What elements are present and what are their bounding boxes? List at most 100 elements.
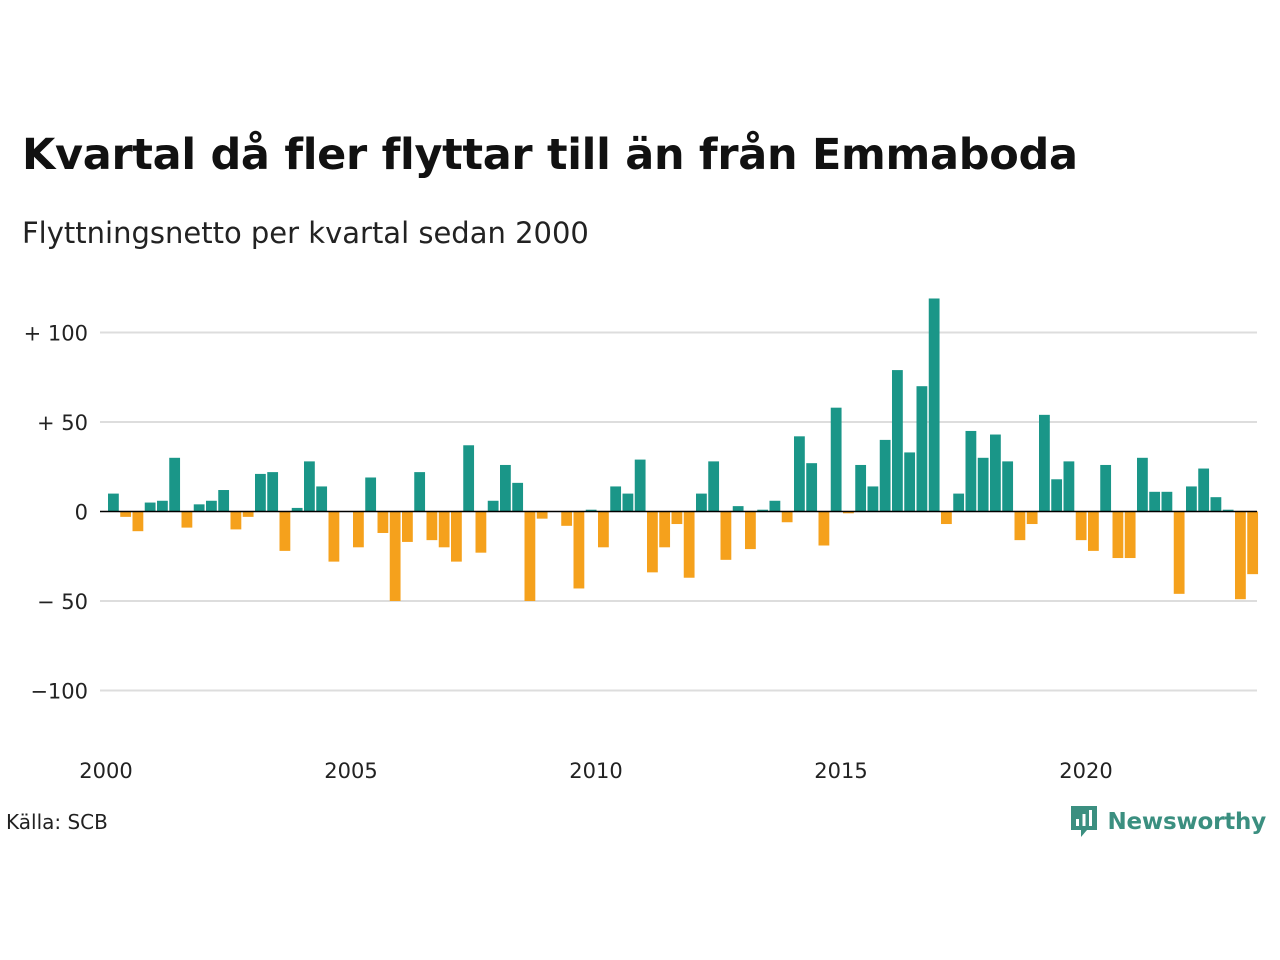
bar [500,464,511,512]
bar [818,511,830,546]
bar [279,511,291,551]
bar [769,500,781,512]
bar [830,407,842,512]
bar [120,511,132,517]
bar [1149,491,1161,512]
source-note: Källa: SCB [6,810,108,834]
bar [157,500,168,512]
y-tick-label: −100 [30,680,88,704]
bar [365,477,377,512]
bar [1063,461,1075,512]
bar [1198,468,1210,512]
bar [843,511,854,514]
bar [402,511,413,542]
bar [451,511,462,562]
bar [536,511,548,519]
bar [708,461,720,512]
chart-bubble-icon [1071,806,1098,837]
bar [573,511,585,589]
bar [1186,486,1197,512]
bar [389,511,401,601]
bar [291,507,303,512]
x-tick-label: 2020 [1059,759,1112,783]
bar [916,386,928,512]
bar [990,434,1001,512]
chart-title: Kvartal då fler flyttar till än från Emm… [22,130,1078,180]
y-tick-label: − 50 [37,590,88,614]
y-tick-label: + 100 [24,322,88,346]
bar [745,511,756,550]
y-tick-label: 0 [75,501,88,525]
bar [892,370,903,512]
bar [267,472,279,512]
bar [561,511,573,526]
bar [316,486,328,512]
bar [377,511,389,533]
bar [108,493,119,512]
bar [647,511,658,573]
bar [475,511,487,553]
bar [1222,509,1234,512]
bar [1235,511,1246,600]
bar [524,511,536,601]
bar [1051,479,1063,512]
bar [1039,414,1050,512]
y-axis-ticks: + 100 + 50 0 − 50 −100 [24,322,88,704]
bar [353,511,364,548]
bar [1075,511,1087,541]
bar [610,486,622,512]
x-axis-ticks: 2000 2005 2010 2015 2020 [79,759,1112,783]
bar [1137,457,1148,512]
bar [928,298,940,512]
bar [806,463,818,512]
bar-chart: + 100 + 50 0 − 50 −100 2000 2005 2010 2015 2020 [24,298,1259,783]
x-tick-label: 2005 [324,759,377,783]
bar [1124,511,1136,559]
bar [977,457,989,512]
bar [1100,464,1112,512]
bar [328,511,340,562]
bar [144,502,156,512]
bar [965,430,977,512]
bar [720,511,732,560]
bar [953,493,965,512]
bar [206,500,217,512]
bar [622,493,634,512]
bar [230,511,242,530]
bar [169,457,181,512]
bar [634,459,646,512]
bar [598,511,609,548]
grid-lines [100,331,1257,692]
bar [218,490,230,512]
newsworthy-logo[interactable]: Newsworthy [1069,804,1266,840]
bar [426,511,438,541]
bar [1014,511,1026,541]
bar [1161,491,1173,512]
bar [193,504,205,512]
bar [181,511,193,528]
bar [855,464,867,512]
logo-text: Newsworthy [1107,809,1266,835]
bar [438,511,450,548]
bars [108,298,1259,601]
bar [696,493,707,512]
bar [585,509,597,512]
bar [1088,511,1099,551]
bar [941,511,952,525]
x-tick-label: 2000 [79,759,132,783]
bar [487,500,499,512]
bar [463,445,475,512]
bar [867,486,879,512]
bar [512,482,524,512]
bar [1173,511,1185,594]
bar [255,473,266,512]
bar [879,439,891,512]
bar [757,509,769,512]
bar [1247,511,1259,575]
bar [242,511,254,517]
y-tick-label: + 50 [37,411,88,435]
bar [781,511,793,523]
bar [671,511,683,525]
bar [1002,461,1014,512]
bar [304,461,315,512]
